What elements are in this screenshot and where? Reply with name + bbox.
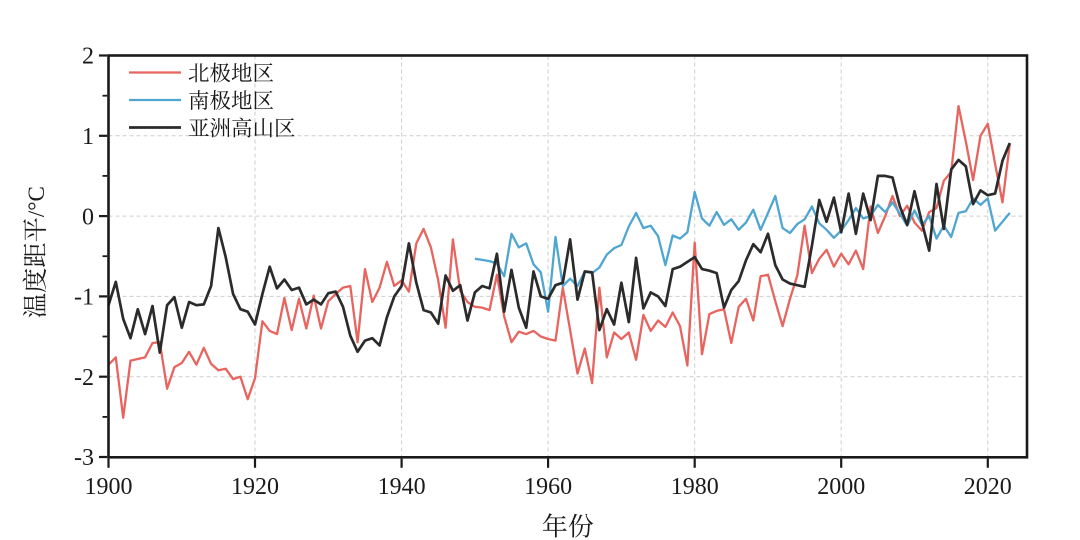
svg-text:2020: 2020 — [964, 474, 1012, 500]
svg-text:2: 2 — [82, 44, 94, 70]
svg-text:1920: 1920 — [231, 474, 279, 500]
svg-text:/°C: /°C — [24, 186, 49, 217]
svg-text:1980: 1980 — [671, 474, 719, 500]
svg-text:1940: 1940 — [378, 474, 426, 500]
svg-text:-2: -2 — [74, 365, 94, 391]
svg-text:2000: 2000 — [817, 474, 865, 500]
svg-text:0: 0 — [82, 204, 94, 230]
svg-text:-1: -1 — [74, 285, 94, 311]
svg-text:1900: 1900 — [85, 474, 133, 500]
svg-text:-3: -3 — [74, 445, 94, 471]
svg-text:1: 1 — [82, 124, 94, 150]
svg-text:1960: 1960 — [524, 474, 572, 500]
